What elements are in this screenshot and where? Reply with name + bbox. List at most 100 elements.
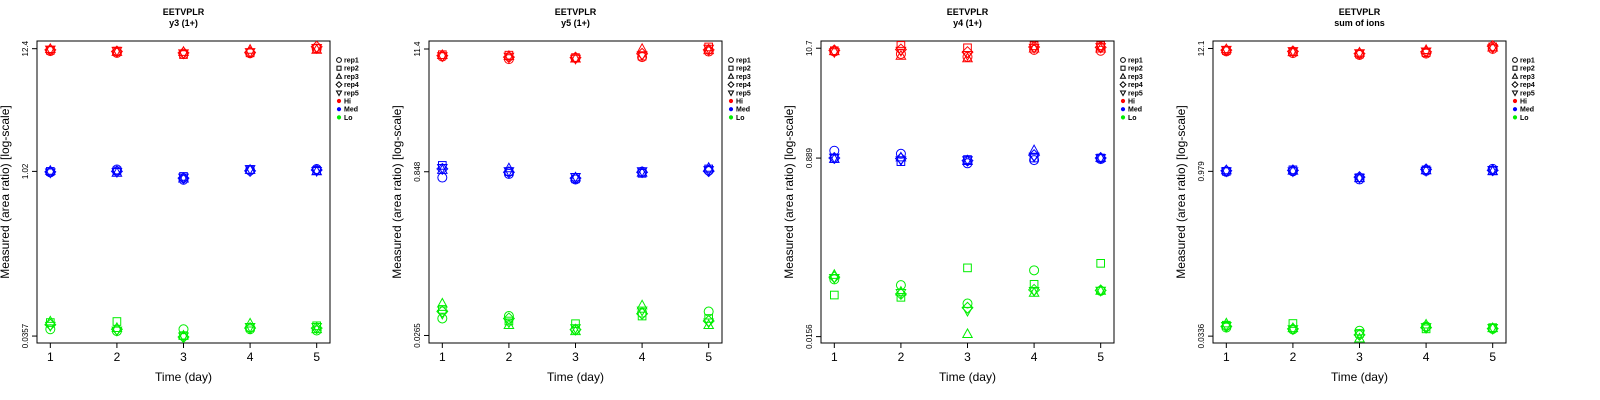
- legend-marker-rep3: [1511, 72, 1519, 79]
- legend-label-hi: Hi: [736, 99, 743, 106]
- data-point-med-rep4: [243, 164, 257, 178]
- data-point-lo-rep3: [436, 297, 448, 308]
- data-point-hi-rep5: [436, 52, 448, 63]
- data-point-hi-rep5: [311, 44, 323, 55]
- legend-marker-lo: [336, 115, 342, 120]
- data-point-lo-rep2: [1288, 319, 1298, 328]
- data-point-lo-rep5: [961, 306, 974, 317]
- data-point-lo-rep4: [961, 301, 974, 314]
- data-point-med-rep5: [44, 168, 56, 179]
- data-point-hi-rep5: [1487, 44, 1499, 55]
- data-point-hi-rep3: [44, 42, 56, 53]
- legend-label-rep2: rep2: [1128, 66, 1143, 73]
- data-point-hi-rep3: [961, 52, 974, 63]
- data-point-lo-rep4: [436, 305, 449, 318]
- y-tick-label: 1.02: [21, 163, 30, 179]
- legend-marker-rep5: [335, 90, 343, 97]
- data-point-med-rep1: [1029, 155, 1040, 166]
- data-point-lo-rep3: [1287, 322, 1299, 333]
- legend-marker-rep5: [1511, 90, 1519, 97]
- x-tick-label: 2: [898, 350, 905, 364]
- data-point-hi-rep3: [895, 49, 907, 60]
- x-tick-label: 1: [47, 350, 54, 364]
- legend-marker-rep4: [1511, 81, 1519, 89]
- y-tick-label: 12.1: [1197, 40, 1206, 56]
- data-point-med-rep5: [177, 173, 190, 184]
- data-point-lo-rep4: [502, 312, 516, 325]
- chart-subtitle: y3 (1+): [169, 18, 198, 28]
- legend-marker-med: [1120, 107, 1126, 112]
- legend-marker-lo: [1120, 115, 1126, 120]
- x-tick-label: 3: [1356, 350, 1363, 364]
- x-axis-label: Time (day): [547, 370, 604, 384]
- x-tick-label: 5: [1489, 350, 1496, 364]
- y-tick-label: 0.0357: [21, 323, 30, 348]
- data-point-lo-rep1: [962, 298, 973, 309]
- legend-label-med: Med: [1520, 107, 1534, 114]
- x-tick-label: 5: [705, 350, 712, 364]
- plot-frame: [820, 40, 1115, 344]
- legend-marker-rep3: [727, 72, 735, 79]
- legend-label-rep5: rep5: [1128, 90, 1143, 97]
- data-point-med-rep5: [636, 167, 648, 178]
- data-point-hi-rep4: [961, 45, 974, 59]
- data-point-med-rep5: [1353, 173, 1366, 184]
- legend-label-med: Med: [1128, 107, 1142, 114]
- data-point-lo-rep1: [437, 313, 448, 324]
- x-tick-label: 4: [1031, 350, 1038, 364]
- y-axis-label: Measured (area ratio) [log-scale]: [390, 105, 404, 278]
- x-axis-label: Time (day): [1331, 370, 1388, 384]
- data-point-lo-rep2: [896, 292, 906, 302]
- x-axis-label: Time (day): [155, 370, 212, 384]
- y-tick-label: 10.7: [805, 40, 814, 56]
- data-point-lo-rep2: [637, 311, 647, 321]
- x-tick-label: 3: [572, 350, 579, 364]
- y-tick-label: 0.889: [805, 148, 814, 169]
- data-point-lo-rep5: [703, 318, 715, 329]
- data-point-lo-rep5: [311, 323, 323, 334]
- data-point-hi-rep5: [1420, 47, 1432, 58]
- data-point-med-rep5: [311, 167, 323, 178]
- legend-label-rep3: rep3: [1128, 74, 1143, 81]
- plot-frame: [1212, 40, 1507, 344]
- legend-label-rep1: rep1: [736, 58, 751, 65]
- data-point-med-rep1: [1354, 174, 1365, 185]
- data-point-lo-rep5: [1353, 330, 1366, 341]
- data-point-hi-rep5: [895, 46, 907, 57]
- y-axis-label: Measured (area ratio) [log-scale]: [1174, 105, 1188, 278]
- legend-marker-rep2: [336, 65, 342, 71]
- data-point-lo-rep2: [1096, 259, 1106, 268]
- data-point-lo-rep5: [244, 323, 256, 334]
- legend-marker-rep4: [727, 81, 735, 89]
- data-point-hi-rep3: [828, 44, 840, 56]
- data-point-med-rep5: [1028, 152, 1040, 163]
- legend-label-rep2: rep2: [344, 66, 359, 73]
- chart-title: EETVPLR: [163, 7, 205, 17]
- data-point-hi-rep5: [503, 52, 515, 63]
- legend-marker-hi: [1512, 98, 1518, 104]
- x-tick-label: 4: [639, 350, 646, 364]
- data-point-med-rep5: [244, 165, 256, 176]
- legend-marker-rep4: [1119, 81, 1127, 89]
- data-point-med-rep5: [1220, 167, 1232, 178]
- data-point-med-rep1: [178, 174, 189, 185]
- data-point-hi-rep1: [703, 46, 714, 57]
- legend-marker-rep2: [728, 65, 734, 71]
- legend-marker-hi: [336, 98, 342, 104]
- legend-marker-rep5: [727, 90, 735, 97]
- data-point-hi-rep5: [111, 46, 123, 57]
- data-point-hi-rep3: [636, 42, 648, 53]
- data-point-lo-rep5: [111, 326, 123, 337]
- data-point-lo-rep4: [569, 323, 582, 336]
- data-point-lo-rep3: [177, 329, 190, 340]
- data-point-med-rep5: [1095, 154, 1107, 165]
- data-point-med-rep5: [703, 166, 715, 177]
- legend-label-rep5: rep5: [1520, 90, 1535, 97]
- data-point-med-rep5: [1420, 166, 1432, 178]
- legend-marker-rep2: [1512, 65, 1518, 71]
- y-tick-label: 0.0156: [805, 324, 814, 349]
